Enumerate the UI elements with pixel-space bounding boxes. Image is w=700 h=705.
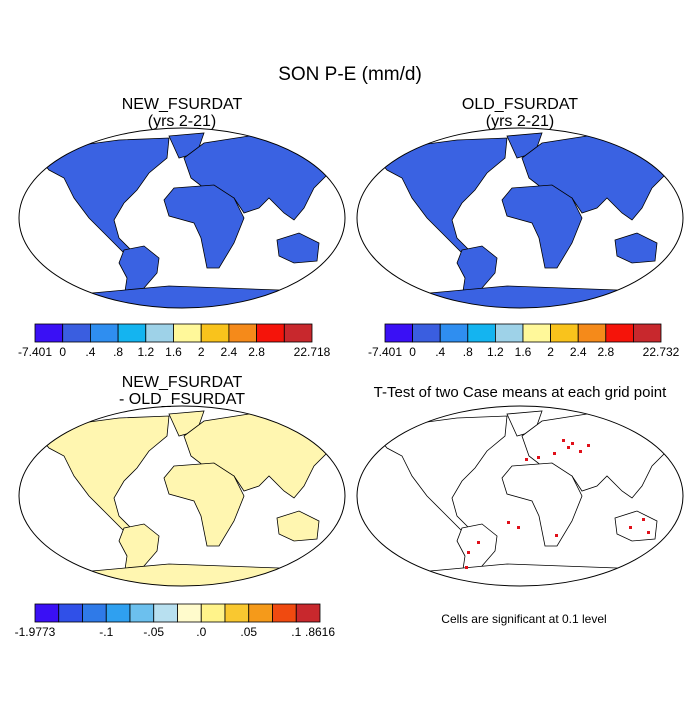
colorbar-box bbox=[256, 323, 285, 343]
colorbar-label: 2 bbox=[547, 345, 554, 359]
significant-cell bbox=[537, 456, 540, 459]
colorbar-box bbox=[295, 603, 321, 623]
colorbar-box bbox=[228, 323, 257, 343]
panel-title: NEW_FSURDAT bbox=[122, 96, 243, 113]
colorbar-label: .1 bbox=[291, 625, 301, 639]
colorbar-box bbox=[577, 323, 607, 343]
colorbar-label: -.1 bbox=[99, 625, 113, 639]
significant-cell bbox=[647, 531, 650, 534]
significant-cell bbox=[517, 526, 520, 529]
panel-subtitle: (yrs 2-21) bbox=[148, 113, 216, 130]
significant-cell bbox=[567, 446, 570, 449]
colorbar-label: 1.6 bbox=[165, 345, 182, 359]
land-layer bbox=[376, 410, 678, 586]
colorbar-label: .4 bbox=[85, 345, 95, 359]
significant-cell bbox=[477, 541, 480, 544]
colorbar-box bbox=[522, 323, 552, 343]
colorbar-label: 22.732 bbox=[643, 345, 680, 359]
colorbar-box bbox=[272, 603, 297, 623]
panel-title: OLD_FSURDAT bbox=[462, 96, 578, 113]
colorbar-box bbox=[248, 603, 273, 623]
panel-subtitle: (yrs 2-21) bbox=[486, 113, 554, 130]
panel-title: NEW_FSURDAT bbox=[122, 374, 243, 391]
globe-outline bbox=[18, 405, 346, 587]
globe-outline bbox=[356, 405, 684, 587]
colorbar-box bbox=[153, 603, 178, 623]
colorbar-box bbox=[200, 323, 230, 343]
significant-cell bbox=[587, 444, 590, 447]
figure-title: SON P-E (mm/d) bbox=[278, 64, 422, 85]
colorbar-box bbox=[173, 323, 202, 343]
colorbar-box bbox=[34, 603, 60, 623]
colorbar-label: -.05 bbox=[143, 625, 164, 639]
colorbar-box bbox=[439, 323, 469, 343]
colorbar-label: 2.4 bbox=[570, 345, 587, 359]
colorbar-label: .4 bbox=[435, 345, 445, 359]
colorbar-label: .8 bbox=[113, 345, 123, 359]
colorbar-label: 1.6 bbox=[515, 345, 532, 359]
colorbar-box bbox=[117, 323, 147, 343]
colorbar-box bbox=[384, 323, 414, 343]
colorbar-label: 1.2 bbox=[137, 345, 154, 359]
colorbar-label: 2.4 bbox=[221, 345, 238, 359]
colorbar-label: 1.2 bbox=[487, 345, 504, 359]
colorbar-label: 2 bbox=[198, 345, 205, 359]
colorbar-box bbox=[129, 603, 155, 623]
colorbar-label: -7.401 bbox=[18, 345, 52, 359]
colorbar-label: -1.9773 bbox=[15, 625, 56, 639]
colorbar-box bbox=[283, 323, 313, 343]
panel-subtitle: - OLD_FSURDAT bbox=[119, 391, 245, 408]
colorbar-box bbox=[34, 323, 64, 343]
colorbar-box bbox=[467, 323, 496, 343]
colorbar-label: .0 bbox=[196, 625, 206, 639]
significant-cell bbox=[525, 458, 528, 461]
colorbar-label: .05 bbox=[240, 625, 257, 639]
map bbox=[356, 127, 684, 309]
colorbar-label: -7.401 bbox=[368, 345, 402, 359]
map bbox=[18, 405, 346, 587]
colorbar-box bbox=[224, 603, 250, 623]
colorbar-label: 22.718 bbox=[294, 345, 331, 359]
colorbar-box bbox=[494, 323, 524, 343]
significant-cell bbox=[642, 518, 645, 521]
globe-outline bbox=[18, 127, 346, 309]
colorbar-label: .8 bbox=[463, 345, 473, 359]
colorbar-box bbox=[200, 603, 226, 623]
colorbar-box bbox=[105, 603, 131, 623]
colorbar-label: 0 bbox=[59, 345, 66, 359]
significant-cell bbox=[629, 526, 632, 529]
significant-cell bbox=[553, 452, 556, 455]
colorbar-box bbox=[82, 603, 107, 623]
colorbar-box bbox=[633, 323, 662, 343]
globe-outline bbox=[356, 127, 684, 309]
colorbar-box bbox=[412, 323, 441, 343]
map bbox=[356, 405, 684, 587]
colorbar-label: 2.8 bbox=[597, 345, 614, 359]
colorbar-label: 0 bbox=[409, 345, 416, 359]
panel-title: T-Test of two Case means at each grid po… bbox=[374, 384, 667, 401]
significant-cell bbox=[507, 521, 510, 524]
significant-cell bbox=[571, 442, 574, 445]
colorbar-box bbox=[58, 603, 83, 623]
map bbox=[18, 127, 346, 309]
significant-cell bbox=[465, 566, 468, 569]
colorbar-box bbox=[550, 323, 579, 343]
significant-cell bbox=[579, 450, 582, 453]
colorbar-box bbox=[177, 603, 202, 623]
colorbar-label: .8616 bbox=[305, 625, 335, 639]
colorbar-box bbox=[145, 323, 174, 343]
colorbar-box bbox=[62, 323, 91, 343]
panel-note: Cells are significant at 0.1 level bbox=[441, 612, 606, 626]
significant-cell bbox=[467, 551, 470, 554]
colorbar-box bbox=[605, 323, 634, 343]
colorbar-box bbox=[90, 323, 119, 343]
significant-cell bbox=[555, 534, 558, 537]
significant-cell bbox=[562, 439, 565, 442]
colorbar-label: 2.8 bbox=[248, 345, 265, 359]
